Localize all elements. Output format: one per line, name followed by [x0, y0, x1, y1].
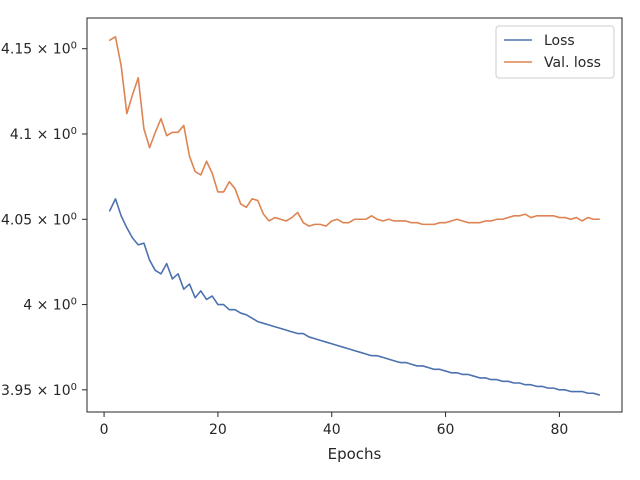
x-axis-ticks: 0 20 40 60 80: [100, 412, 568, 438]
y-tick-label: 4 × 100: [23, 296, 77, 314]
x-tick-label: 20: [209, 422, 227, 438]
legend-box: [495, 25, 615, 79]
y-tick-label: 4.15 × 100: [1, 40, 77, 58]
series-line-1: [108, 35, 601, 227]
x-tick-label: 0: [100, 422, 109, 438]
x-tick-label: 40: [323, 422, 341, 438]
legend: Loss Val. loss: [495, 25, 615, 79]
series-line-0: [108, 198, 601, 396]
y-tick-label: 4.05 × 100: [1, 211, 77, 229]
plot-area-frame: [86, 17, 623, 413]
x-tick-label: 60: [437, 422, 455, 438]
x-tick-label: 80: [550, 422, 568, 438]
y-tick-label: 4.1 × 100: [10, 125, 77, 143]
y-axis-ticks: 3.95 × 100 4 × 100 4.05 × 100 4.1 × 100 4.15…: [1, 40, 87, 399]
legend-label: Loss: [544, 33, 575, 49]
x-axis-label: Epochs: [328, 445, 382, 463]
series-layer: [108, 35, 601, 396]
legend-label: Val. loss: [544, 55, 601, 71]
y-tick-label: 3.95 × 100: [1, 381, 77, 399]
